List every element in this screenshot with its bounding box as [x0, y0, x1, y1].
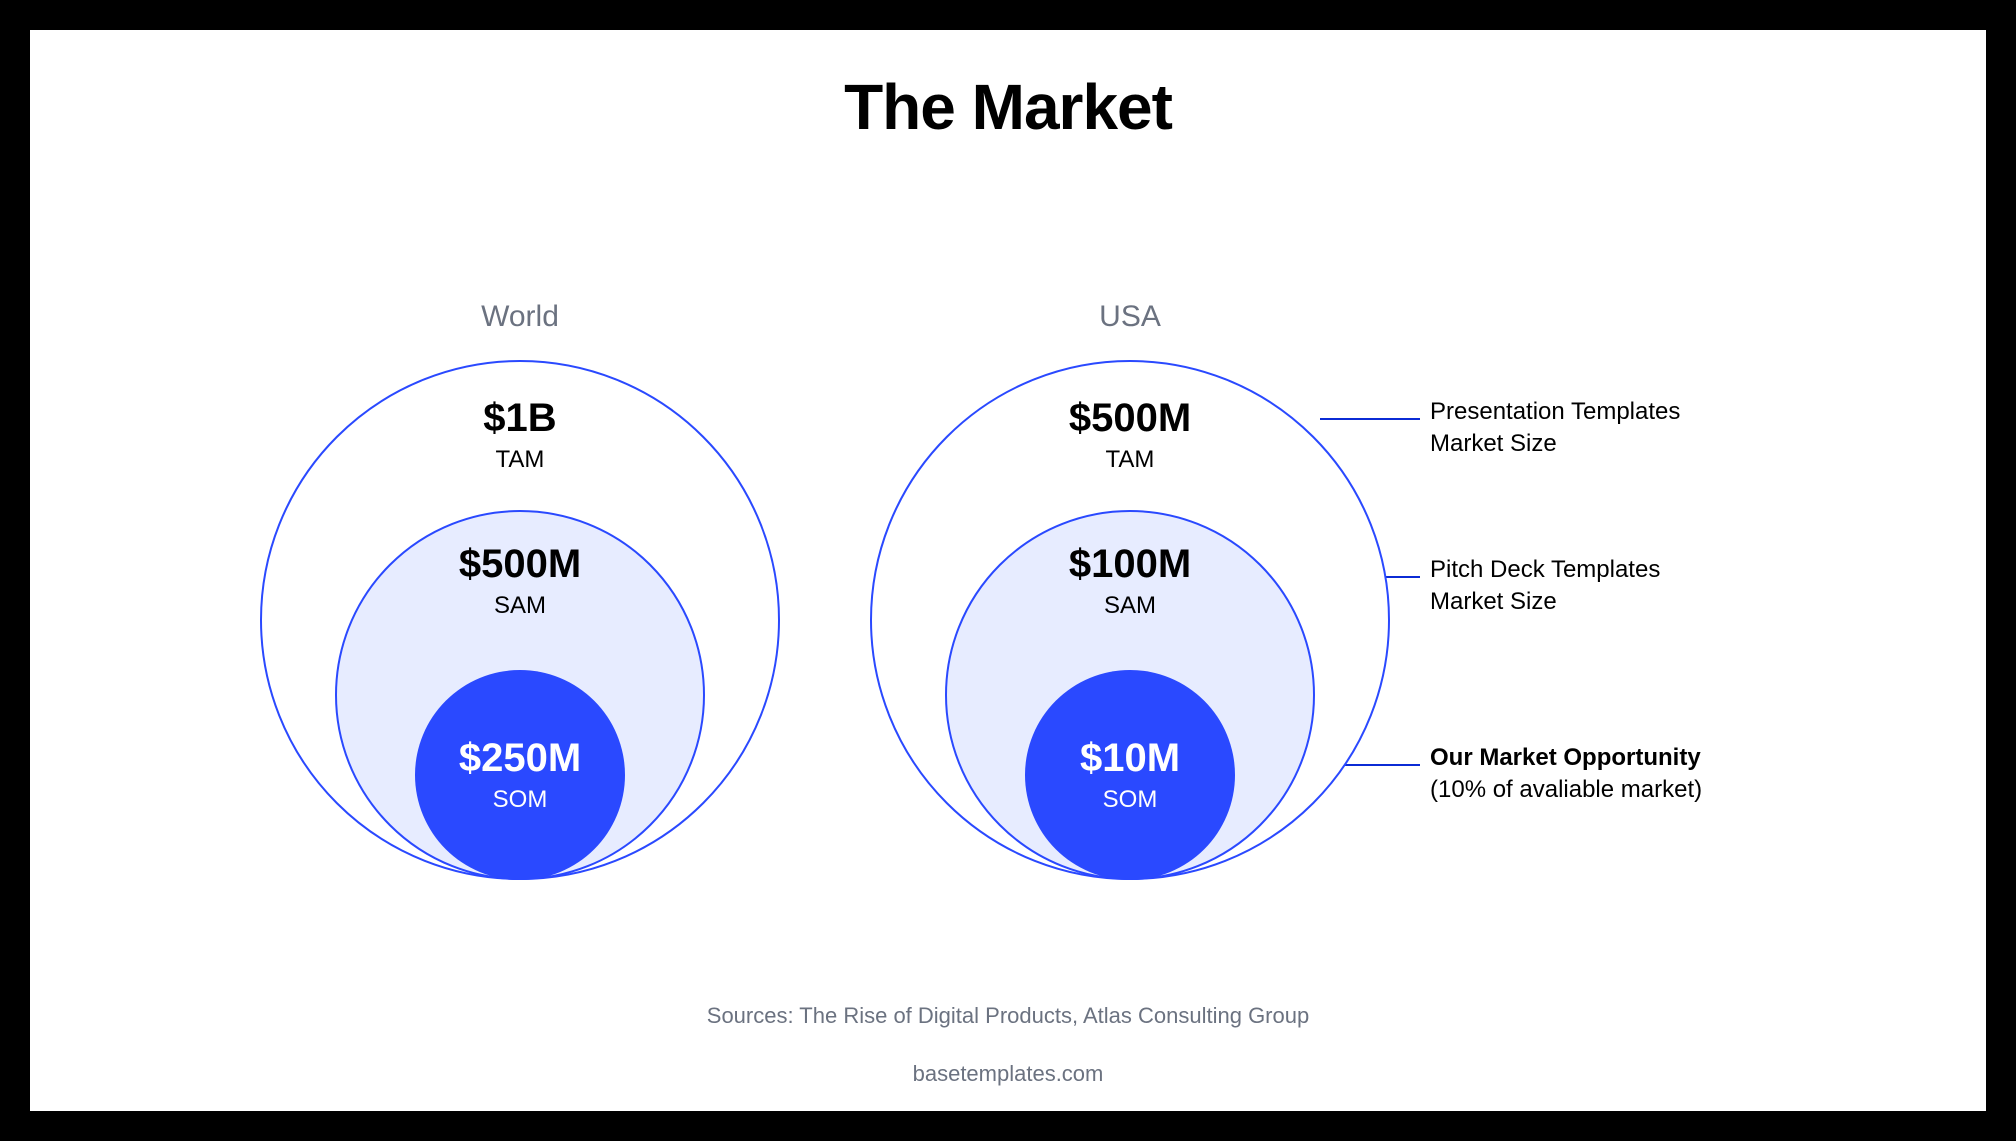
sam-value-world: $500M	[459, 542, 581, 586]
circles-stack-world: $1B TAM $500M SAM $250M SOM	[260, 360, 780, 880]
som-value-world: $250M	[459, 736, 581, 780]
slide: The Market World $1B TAM $500M SAM $250M	[30, 30, 1986, 1111]
group-heading-usa: USA	[870, 300, 1390, 334]
legend-text-tam: Presentation Templates Market Size	[1430, 396, 1680, 461]
legend-som-line1: Our Market Opportunity	[1430, 744, 1701, 771]
legend-text-som: Our Market Opportunity (10% of avaliable…	[1430, 742, 1702, 807]
legend-line-tam	[1320, 418, 1420, 420]
tam-value-world: $1B	[483, 396, 556, 440]
chart-area: World $1B TAM $500M SAM $250M SOM	[30, 300, 1986, 980]
market-group-usa: USA $500M TAM $100M SAM $10M SOM	[870, 300, 1390, 940]
som-label-world: SOM	[493, 786, 548, 814]
tam-value-usa: $500M	[1069, 396, 1191, 440]
circles-stack-usa: $500M TAM $100M SAM $10M SOM	[870, 360, 1390, 880]
som-label-usa: SOM	[1103, 786, 1158, 814]
tam-label-world: TAM	[496, 446, 545, 474]
tam-label-usa: TAM	[1106, 446, 1155, 474]
sources-text: Sources: The Rise of Digital Products, A…	[30, 1003, 1986, 1029]
som-circle-world: $250M SOM	[415, 670, 625, 880]
som-value-usa: $10M	[1080, 736, 1180, 780]
group-heading-world: World	[260, 300, 780, 334]
sam-value-usa: $100M	[1069, 542, 1191, 586]
slide-title: The Market	[30, 70, 1986, 144]
legend-text-sam: Pitch Deck Templates Market Size	[1430, 554, 1660, 619]
legend-tam-line2: Market Size	[1430, 430, 1557, 457]
som-circle-usa: $10M SOM	[1025, 670, 1235, 880]
legend-sam-line2: Market Size	[1430, 588, 1557, 615]
sam-label-world: SAM	[494, 592, 546, 620]
page-outer: The Market World $1B TAM $500M SAM $250M	[0, 0, 2016, 1141]
footer-text: basetemplates.com	[30, 1061, 1986, 1087]
legend-som-line2: (10% of avaliable market)	[1430, 776, 1702, 803]
market-group-world: World $1B TAM $500M SAM $250M SOM	[260, 300, 780, 940]
legend-tam-line1: Presentation Templates	[1430, 398, 1680, 425]
legend-sam-line1: Pitch Deck Templates	[1430, 556, 1660, 583]
sam-label-usa: SAM	[1104, 592, 1156, 620]
